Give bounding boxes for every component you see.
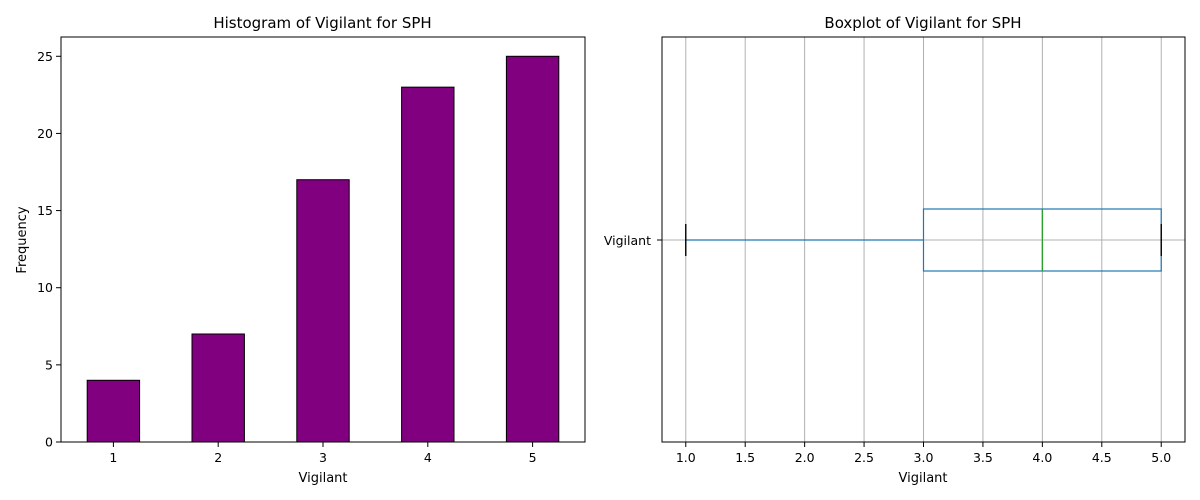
boxplot-x-tick-label: 3.5 [973,450,993,465]
histogram-x-tick-label: 5 [529,450,537,465]
histogram-y-label: Frequency [15,206,30,273]
boxplot-x-tick-label: 5.0 [1151,450,1171,465]
boxplot-x-tick-label: 2.5 [854,450,874,465]
histogram-bar [86,379,141,443]
histogram-bar [401,86,455,443]
histogram-bars [86,55,560,443]
histogram-x-ticks: 1 2 3 4 5 [109,442,537,465]
boxplot-category-label: Vigilant [604,233,651,248]
boxplot-panel: Boxplot of Vigilant for SPH 1.0 1.5 2.0 2.5… [604,14,1186,486]
boxplot-x-ticks: 1.0 1.5 2.0 2.5 3.0 3.5 4.0 4.5 5.0 [676,442,1171,465]
histogram-x-tick-label: 4 [424,450,432,465]
histogram-x-tick-label: 2 [214,450,222,465]
boxplot-marks [685,208,1162,272]
histogram-x-tick-label: 3 [319,450,327,465]
histogram-y-tick-label: 25 [37,49,53,64]
boxplot-x-label: Vigilant [899,471,948,486]
histogram-bar [296,179,350,443]
histogram-y-tick-label: 10 [37,280,53,295]
histogram-axes-frame [60,36,586,443]
histogram-y-tick-label: 20 [37,126,53,141]
boxplot-x-tick-label: 4.0 [1032,450,1052,465]
boxplot-title: Boxplot of Vigilant for SPH [824,14,1021,32]
histogram-y-ticks: 0 5 10 15 20 25 [37,49,61,450]
histogram-title: Histogram of Vigilant for SPH [213,14,431,32]
boxplot-x-tick-label: 1.0 [676,450,696,465]
histogram-x-label: Vigilant [299,471,348,486]
histogram-y-tick-label: 5 [45,357,53,372]
histogram-panel: Histogram of Vigilant for SPH 0510152025… [15,14,586,486]
histogram-y-tick-label: 15 [37,203,53,218]
histogram-bar [191,333,245,443]
boxplot-x-tick-label: 2.0 [795,450,815,465]
histogram-x-tick-label: 1 [109,450,117,465]
boxplot-x-tick-label: 1.5 [735,450,755,465]
boxplot-x-tick-label: 4.5 [1092,450,1112,465]
histogram-bar [505,55,560,443]
histogram-y-tick-label: 0 [45,435,53,450]
boxplot-x-tick-label: 3.0 [914,450,934,465]
